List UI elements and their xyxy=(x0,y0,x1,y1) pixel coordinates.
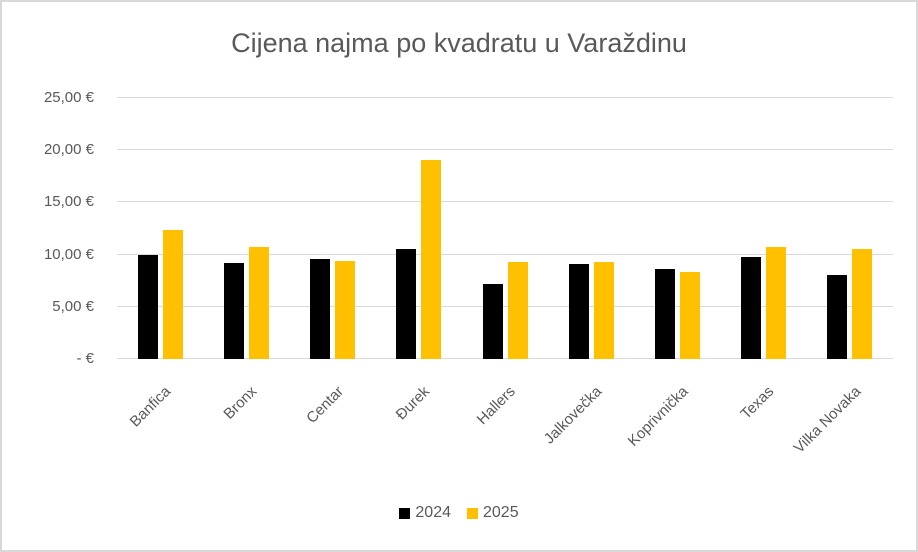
x-category-label-đurek: Đurek xyxy=(392,383,433,424)
x-category-label-koprivnička: Koprivnička xyxy=(624,383,692,450)
x-category-label-hallers: Hallers xyxy=(473,383,520,429)
x-category-label-centar: Centar xyxy=(302,383,347,427)
y-tick-label: - € xyxy=(76,350,94,367)
legend-swatch-2025 xyxy=(467,507,478,519)
x-axis-line xyxy=(117,358,893,359)
legend-swatch-2024 xyxy=(399,507,411,519)
bar-2024-banfica: 10 xyxy=(137,254,158,359)
x-category-label-bronx: Bronx xyxy=(220,383,261,423)
bar-2025-đurek: 19.1 xyxy=(421,159,442,359)
bar-2025-centar: 9.4 xyxy=(335,260,356,359)
gridline xyxy=(117,253,893,255)
bar-2025-bronx: 10.75 xyxy=(248,246,269,359)
y-tick-label: 20,00 € xyxy=(43,141,94,159)
bar-2025-banfica: 12.4 xyxy=(162,229,183,359)
bar-2024-hallers: 7.2 xyxy=(482,283,503,359)
y-tick-label: 5,00 € xyxy=(52,297,94,315)
bar-2024-texas: 9.8 xyxy=(741,256,762,359)
y-tick-label: 10,00 € xyxy=(43,245,94,263)
bar-2024-koprivnička: 8.6 xyxy=(654,269,675,359)
legend-label-2025: 2025 xyxy=(483,504,519,521)
bar-2025-vilka-novaka: 10.5 xyxy=(852,249,873,359)
x-category-label-texas: Texas xyxy=(737,383,778,423)
bar-2025-texas: 10.75 xyxy=(766,246,787,359)
bar-2025-hallers: 9.25 xyxy=(507,262,528,359)
legend-item-2024: 2024 xyxy=(399,504,451,522)
bar-2024-vilka-novaka: 8 xyxy=(827,275,848,359)
gridline xyxy=(117,201,893,203)
bar-2024-đurek: 10.5 xyxy=(396,249,417,359)
plot-area: 1012.49.210.759.69.410.519.17.29.259.19.… xyxy=(117,97,893,359)
x-category-label-vilka-novaka: Vilka Novaka xyxy=(790,383,864,457)
x-category-label-banfica: Banfica xyxy=(126,383,175,431)
bar-2024-centar: 9.6 xyxy=(310,258,331,359)
x-category-label-jalkovečka: Jalkovečka xyxy=(540,383,606,448)
bar-2025-jalkovečka: 9.25 xyxy=(593,262,614,359)
legend-item-2025: 2025 xyxy=(467,504,519,522)
bar-2024-bronx: 9.2 xyxy=(223,262,244,359)
chart-title: Cijena najma po kvadratu u Varaždinu xyxy=(231,28,687,58)
bar-2024-jalkovečka: 9.1 xyxy=(568,264,589,359)
y-tick-label: 25,00 € xyxy=(43,89,94,106)
legend-label-2024: 2024 xyxy=(415,504,451,521)
bar-2025-koprivnička: 8.3 xyxy=(679,272,700,359)
gridline xyxy=(117,305,893,307)
gridline xyxy=(117,149,893,151)
legend: 2024 2025 xyxy=(2,504,916,522)
gridline xyxy=(117,97,893,98)
y-tick-label: 15,00 € xyxy=(43,193,94,211)
